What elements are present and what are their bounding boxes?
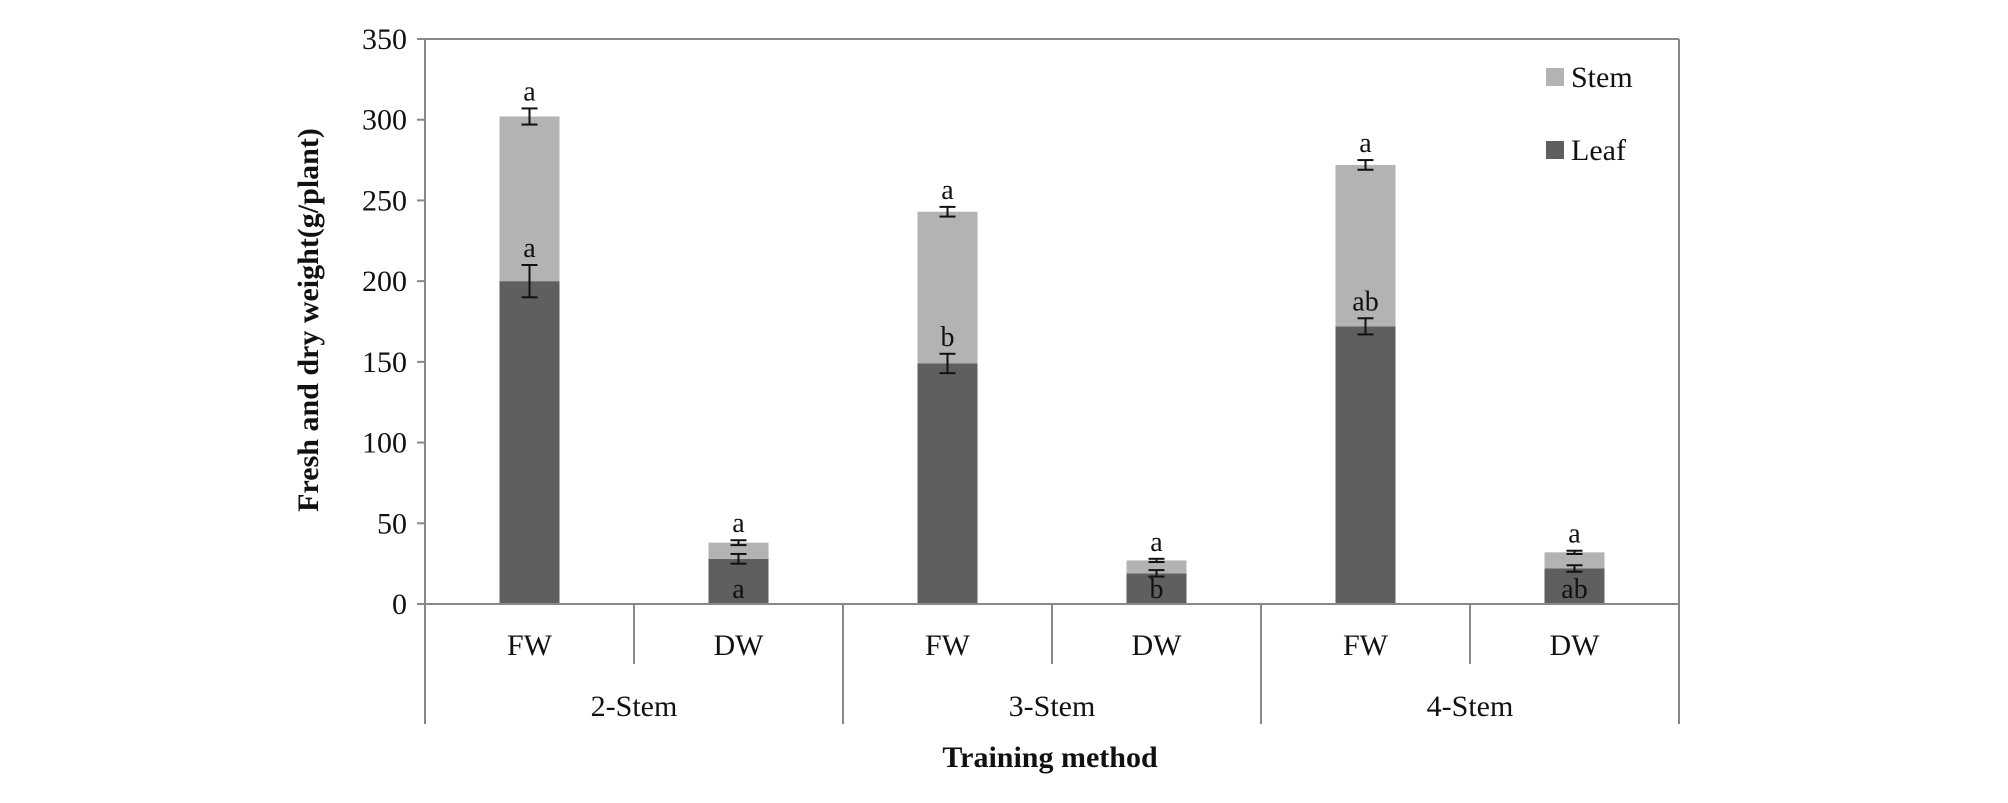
significance-label-leaf: ab: [1561, 574, 1587, 605]
x-group-label: 3-Stem: [1009, 690, 1096, 723]
x-tick-label: FW: [1343, 629, 1389, 662]
significance-label-leaf: a: [523, 233, 536, 264]
legend-swatch-stem: [1546, 68, 1564, 86]
y-tick-label: 150: [362, 346, 407, 379]
x-axis-title: Training method: [942, 741, 1158, 774]
y-tick-label: 250: [362, 184, 407, 217]
y-tick-label: 200: [362, 265, 407, 298]
significance-label-leaf: b: [941, 322, 955, 353]
significance-label-stem: a: [941, 175, 954, 206]
bar-leaf: [1544, 568, 1605, 604]
y-tick-label: 350: [362, 23, 407, 56]
bar-stem: [1544, 552, 1605, 569]
x-tick-label: DW: [1132, 629, 1183, 662]
significance-label-stem: a: [732, 508, 745, 539]
bar-leaf: [499, 281, 560, 604]
y-tick-label: 50: [377, 507, 407, 540]
x-tick-label: DW: [714, 629, 765, 662]
y-tick-label: 0: [392, 588, 407, 621]
y-tick-label: 100: [362, 427, 407, 460]
bar-leaf: [1126, 573, 1187, 604]
bar-stem: [1126, 560, 1187, 574]
bar-stem: [917, 211, 978, 364]
y-tick-label: 300: [362, 104, 407, 137]
bar-leaf: [708, 558, 769, 604]
significance-label-leaf: ab: [1352, 286, 1378, 317]
bar-stem: [708, 542, 769, 559]
bar-stem: [1335, 164, 1396, 327]
bar-stem: [499, 116, 560, 282]
significance-label-stem: a: [1150, 527, 1163, 558]
bar-leaf: [1335, 326, 1396, 604]
x-tick-label: FW: [507, 629, 553, 662]
significance-label-stem: a: [1568, 519, 1581, 550]
x-tick-label: DW: [1550, 629, 1601, 662]
bar-leaf: [917, 363, 978, 604]
legend-label-leaf: Leaf: [1571, 134, 1626, 167]
significance-label-leaf: b: [1150, 574, 1164, 605]
legend-label-stem: Stem: [1571, 61, 1633, 94]
significance-label-stem: a: [523, 76, 536, 107]
legend-swatch-leaf: [1546, 141, 1564, 159]
y-axis-title: Fresh and dry weight(g/plant): [292, 128, 325, 512]
significance-label-leaf: a: [732, 574, 745, 605]
significance-label-stem: a: [1359, 128, 1372, 159]
x-group-label: 2-Stem: [591, 690, 678, 723]
x-group-label: 4-Stem: [1427, 690, 1514, 723]
x-tick-label: FW: [925, 629, 971, 662]
